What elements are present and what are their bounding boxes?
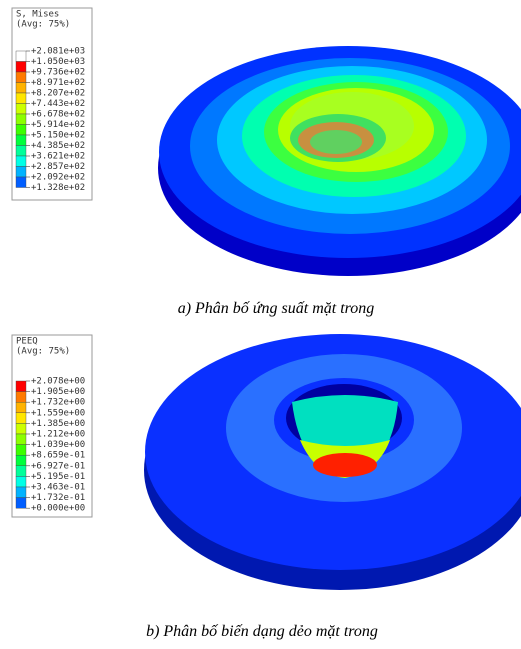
legend-swatch bbox=[16, 93, 26, 104]
legend-label: +2.092e+02 bbox=[31, 173, 85, 183]
legend-label: +1.212e+00 bbox=[31, 430, 85, 440]
legend-label: +1.559e+00 bbox=[31, 408, 85, 418]
legend-label: +7.443e+02 bbox=[31, 99, 85, 109]
legend-label: +3.463e-01 bbox=[31, 483, 85, 493]
legend-label: +1.039e+00 bbox=[31, 440, 85, 450]
legend-label: +4.385e+02 bbox=[31, 141, 85, 151]
caption: a) Phân bố ứng suất mặt trong bbox=[178, 300, 375, 317]
legend-swatch bbox=[16, 413, 26, 424]
legend-subtitle: (Avg: 75%) bbox=[16, 20, 70, 30]
legend-label: +1.385e+00 bbox=[31, 419, 85, 429]
legend-label: +5.195e-01 bbox=[31, 472, 85, 482]
legend-label: +9.736e+02 bbox=[31, 68, 85, 78]
legend-label: +0.000e+00 bbox=[31, 504, 85, 514]
legend-swatch bbox=[16, 114, 26, 125]
legend-swatch bbox=[16, 381, 26, 392]
legend-swatch bbox=[16, 72, 26, 83]
legend-swatch bbox=[16, 498, 26, 509]
legend-label: +8.659e-01 bbox=[31, 451, 85, 461]
legend-swatch bbox=[16, 455, 26, 466]
legend-label: +2.078e+00 bbox=[31, 377, 85, 387]
legend-swatch bbox=[16, 146, 26, 157]
legend-label: +2.081e+03 bbox=[31, 47, 85, 57]
legend-label: +2.857e+02 bbox=[31, 162, 85, 172]
stress-plot bbox=[158, 46, 521, 276]
legend-swatch bbox=[16, 445, 26, 456]
legend-label: +8.971e+02 bbox=[31, 78, 85, 88]
legend-swatch bbox=[16, 402, 26, 413]
legend-swatch bbox=[16, 83, 26, 94]
legend-subtitle: (Avg: 75%) bbox=[16, 347, 70, 357]
legend-swatch bbox=[16, 423, 26, 434]
legend-swatch bbox=[16, 104, 26, 115]
legend-swatch bbox=[16, 487, 26, 498]
figure: a) Phân bố ứng suất mặt trong b) Phân bố… bbox=[0, 0, 521, 649]
legend-label: +6.927e-01 bbox=[31, 461, 85, 471]
legend-title: S, Mises bbox=[16, 10, 59, 20]
legend-label: +1.905e+00 bbox=[31, 387, 85, 397]
legend-swatch bbox=[16, 167, 26, 178]
legend-label: +5.150e+02 bbox=[31, 131, 85, 141]
legend-label: +1.732e+00 bbox=[31, 398, 85, 408]
legend-label: +1.050e+03 bbox=[31, 57, 85, 67]
legend-swatch bbox=[16, 62, 26, 73]
legend-swatch bbox=[16, 392, 26, 403]
legend-swatch bbox=[16, 466, 26, 477]
legend-swatch bbox=[16, 51, 26, 62]
legend-label: +1.732e-01 bbox=[31, 493, 85, 503]
legend-swatch bbox=[16, 177, 26, 188]
legend-label: +5.914e+02 bbox=[31, 120, 85, 130]
caption: b) Phân bố biến dạng dẻo mặt trong bbox=[146, 623, 378, 640]
legend-title: PEEQ bbox=[16, 337, 38, 347]
legend-swatch bbox=[16, 135, 26, 146]
legend-label: +1.328e+02 bbox=[31, 183, 85, 193]
legend-swatch bbox=[16, 476, 26, 487]
legend-swatch bbox=[16, 434, 26, 445]
legend-label: +6.678e+02 bbox=[31, 110, 85, 120]
legend-label: +8.207e+02 bbox=[31, 89, 85, 99]
strain-plot bbox=[144, 334, 521, 590]
legend-label: +3.621e+02 bbox=[31, 152, 85, 162]
legend-swatch bbox=[16, 125, 26, 136]
legend-swatch bbox=[16, 156, 26, 167]
